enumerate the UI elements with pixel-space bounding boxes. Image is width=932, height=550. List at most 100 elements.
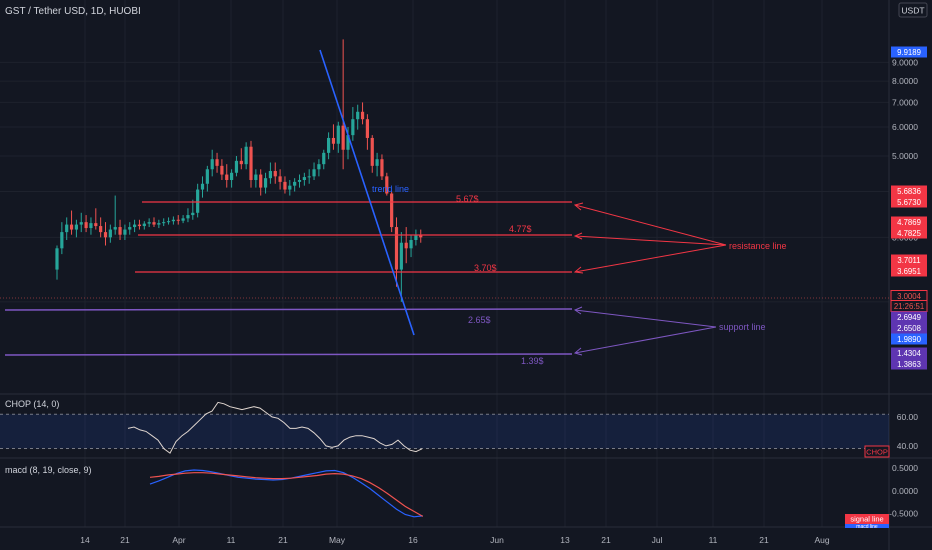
time-tick-label: 21 xyxy=(278,535,288,545)
chop-axis[interactable]: 60.00 40.00 xyxy=(897,412,919,451)
candle xyxy=(79,212,83,233)
candle xyxy=(181,215,185,224)
candle xyxy=(205,165,209,192)
time-axis[interactable]: 14 21 Apr 11 21 May 16 Jun 13 21 Jul 11 21 Aug xyxy=(80,535,830,545)
chop-band xyxy=(0,414,889,449)
candle xyxy=(351,107,355,141)
candle xyxy=(103,222,108,246)
price-badge: 5.6836 xyxy=(891,185,927,197)
price-badge-label: 2.6949 xyxy=(897,313,921,322)
resistance-arrows xyxy=(573,202,727,274)
price-badge-label: 5.6836 xyxy=(897,187,921,196)
candle xyxy=(147,218,151,228)
candle xyxy=(375,152,379,177)
trend-line-label[interactable]: trend line xyxy=(372,184,409,194)
price-tick-label: 5.0000 xyxy=(892,151,918,161)
candle xyxy=(263,172,268,194)
macd-series xyxy=(149,469,423,518)
price-badge-label: 1.4304 xyxy=(897,349,922,358)
price-badge: 9.9189 xyxy=(891,46,927,58)
candle xyxy=(230,169,234,188)
price-badge: 2.6949 xyxy=(891,311,927,323)
time-tick-label: May xyxy=(329,535,346,545)
candle xyxy=(394,217,399,287)
candle xyxy=(273,162,277,184)
candle xyxy=(60,222,64,255)
candle xyxy=(166,217,171,225)
currency-label[interactable]: USDT xyxy=(901,6,924,16)
time-tick-label: 14 xyxy=(80,535,90,545)
candle xyxy=(123,224,127,241)
candle xyxy=(94,208,98,230)
candle xyxy=(142,221,146,230)
price-badge: 4.7825 xyxy=(891,227,927,239)
candle xyxy=(356,104,360,130)
price-badge: 2.6508 xyxy=(891,322,927,334)
chop-title[interactable]: CHOP (14, 0) xyxy=(5,399,59,409)
resistance-line-label[interactable]: resistance line xyxy=(729,241,787,251)
trend-line[interactable] xyxy=(319,49,415,336)
candle xyxy=(118,219,122,241)
time-tick-label: Apr xyxy=(172,535,185,545)
candle xyxy=(317,159,321,177)
candle xyxy=(297,174,302,188)
support-line-139[interactable] xyxy=(4,353,573,356)
macd-tick-label: 0.5000 xyxy=(892,463,918,473)
price-badge: 3.0004 xyxy=(890,290,928,302)
support-label-139[interactable]: 1.39$ xyxy=(521,356,544,366)
time-tick-label: 21 xyxy=(120,535,130,545)
candle xyxy=(225,164,229,188)
support-line-label[interactable]: support line xyxy=(719,322,766,332)
candle xyxy=(365,114,369,150)
candle xyxy=(385,172,389,196)
candle xyxy=(268,162,272,184)
candle xyxy=(215,152,219,173)
price-badge: 3.6951 xyxy=(891,265,927,277)
macd-axis[interactable]: 0.5000 0.0000 -0.5000 xyxy=(889,463,918,518)
currency-button[interactable]: USDT xyxy=(898,2,928,18)
macd-title[interactable]: macd (8, 19, close, 9) xyxy=(5,465,92,475)
candle xyxy=(307,169,311,184)
candle xyxy=(419,229,423,243)
signal-badge: signal line xyxy=(845,514,889,524)
candle xyxy=(370,135,374,173)
price-badge: 21:26:51 xyxy=(890,300,928,312)
price-badge-label: 1.9890 xyxy=(897,335,922,344)
time-tick-label: 13 xyxy=(560,535,570,545)
candle xyxy=(74,219,78,238)
price-badge: 5.6730 xyxy=(891,196,927,208)
candle xyxy=(89,217,93,235)
resistance-label-477[interactable]: 4.77$ xyxy=(509,224,532,234)
candle xyxy=(293,178,297,192)
macd-tick-label: 0.0000 xyxy=(892,486,918,496)
support-line-265[interactable] xyxy=(4,308,573,311)
time-tick-label: Jul xyxy=(652,535,663,545)
price-badge-label: 4.7869 xyxy=(897,218,921,227)
candle xyxy=(108,224,112,243)
chop-badge: CHOP xyxy=(864,445,890,458)
candle xyxy=(186,208,190,223)
candle xyxy=(341,39,345,170)
candle xyxy=(210,149,214,177)
support-label-265[interactable]: 2.65$ xyxy=(468,315,491,325)
candle xyxy=(196,183,200,218)
candle xyxy=(133,219,137,233)
drawings[interactable]: 5.67$ 4.77$ 3.70$ 2.65$ 1.39$ trend line… xyxy=(4,49,787,366)
candle xyxy=(152,217,156,228)
macd-badge-label: macd line xyxy=(856,524,878,530)
price-badge: 1.3863 xyxy=(891,358,927,370)
chop-badge-label: CHOP xyxy=(866,448,888,457)
time-tick-label: 21 xyxy=(601,535,611,545)
symbol-title[interactable]: GST / Tether USD, 1D, HUOBI xyxy=(5,6,141,17)
candle xyxy=(322,149,326,170)
resistance-label-567[interactable]: 5.67$ xyxy=(456,194,479,204)
candle xyxy=(137,219,142,230)
candle xyxy=(288,180,292,196)
candle xyxy=(327,132,331,160)
price-badge-label: 3.0004 xyxy=(897,292,922,301)
resistance-label-370[interactable]: 3.70$ xyxy=(474,263,497,273)
price-tick-label: 7.0000 xyxy=(892,97,918,107)
price-badge-label: 5.6730 xyxy=(897,198,922,207)
support-arrows xyxy=(573,306,717,356)
